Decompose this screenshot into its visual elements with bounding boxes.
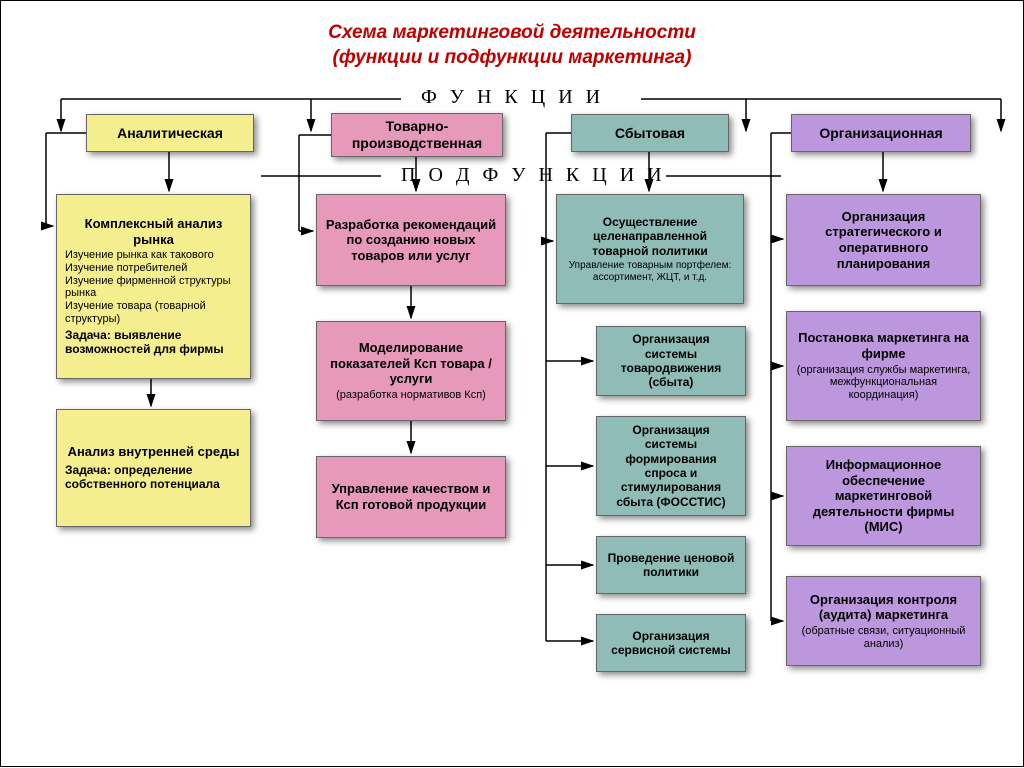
col2-box2-title: Моделирование показателей Ксп товара / у… [325, 340, 497, 387]
func-product: Товарно-производственная [331, 113, 503, 157]
func-sales-title: Сбытовая [580, 125, 720, 142]
col3-box3: Организация системы формирования спроса … [596, 416, 746, 516]
diagram-container: Схема маркетинговой деятельности (функци… [0, 0, 1024, 767]
col4-box2-body: (организация службы маркетинга, межфункц… [795, 364, 972, 402]
col4-box2: Постановка маркетинга на фирме (организа… [786, 311, 981, 421]
col2-box1: Разработка рекомендаций по созданию новы… [316, 194, 506, 286]
title-line-2: (функции и подфункции маркетинга) [333, 47, 692, 68]
col1-box1-body: Изучение рынка как такового Изучение пот… [65, 249, 242, 325]
col3-box4: Проведение ценовой политики [596, 536, 746, 594]
col3-box5: Организация сервисной системы [596, 614, 746, 672]
col2-box3-title: Управление качеством и Ксп готовой проду… [325, 481, 497, 512]
col4-box2-title: Постановка маркетинга на фирме [795, 330, 972, 361]
col1-box2: Анализ внутренней среды Задача: определе… [56, 409, 251, 527]
col2-box3: Управление качеством и Ксп готовой проду… [316, 456, 506, 538]
page-title: Схема маркетинговой деятельности (функци… [1, 1, 1023, 70]
col1-box2-task: Задача: определение собственного потенци… [65, 464, 242, 492]
col2-box2: Моделирование показателей Ксп товара / у… [316, 321, 506, 421]
col1-box1-title: Комплексный анализ рынка [65, 216, 242, 247]
col3-box1-body: Управление товарным портфелем: ассортиме… [565, 260, 735, 283]
col3-box5-title: Организация сервисной системы [605, 629, 737, 658]
col3-box2-title: Организация системы товародвижения (сбыт… [605, 332, 737, 390]
func-org-title: Организационная [800, 125, 962, 142]
col1-box1: Комплексный анализ рынка Изучение рынка … [56, 194, 251, 379]
func-analytical: Аналитическая [86, 114, 254, 152]
col4-box3: Информационное обеспечение маркетинговой… [786, 446, 981, 546]
title-line-1: Схема маркетинговой деятельности [328, 22, 696, 43]
subfunctions-label: П О Д Ф У Н К Ц И И [401, 164, 666, 187]
col3-box4-title: Проведение ценовой политики [605, 551, 737, 580]
functions-label: Ф У Н К Ц И И [421, 86, 604, 109]
func-org: Организационная [791, 114, 971, 152]
col3-box2: Организация системы товародвижения (сбыт… [596, 326, 746, 396]
col3-box1-title: Осуществление целенаправленной товарной … [565, 215, 735, 258]
func-analytical-title: Аналитическая [95, 125, 245, 142]
col3-box1: Осуществление целенаправленной товарной … [556, 194, 744, 304]
col3-box3-title: Организация системы формирования спроса … [605, 423, 737, 509]
col4-box4-body: (обратные связи, ситуационный анализ) [795, 625, 972, 650]
col4-box1-title: Организация стратегического и оперативно… [795, 209, 972, 271]
col2-box2-body: (разработка нормативов Ксп) [325, 389, 497, 402]
col4-box1: Организация стратегического и оперативно… [786, 194, 981, 286]
col1-box1-task: Задача: выявление возможностей для фирмы [65, 329, 242, 357]
col4-box3-title: Информационное обеспечение маркетинговой… [795, 457, 972, 535]
func-sales: Сбытовая [571, 114, 729, 152]
col2-box1-title: Разработка рекомендаций по созданию новы… [325, 217, 497, 264]
col4-box4-title: Организация контроля (аудита) маркетинга [795, 592, 972, 623]
func-product-title: Товарно-производственная [340, 118, 494, 152]
col1-box2-title: Анализ внутренней среды [65, 444, 242, 460]
col4-box4: Организация контроля (аудита) маркетинга… [786, 576, 981, 666]
